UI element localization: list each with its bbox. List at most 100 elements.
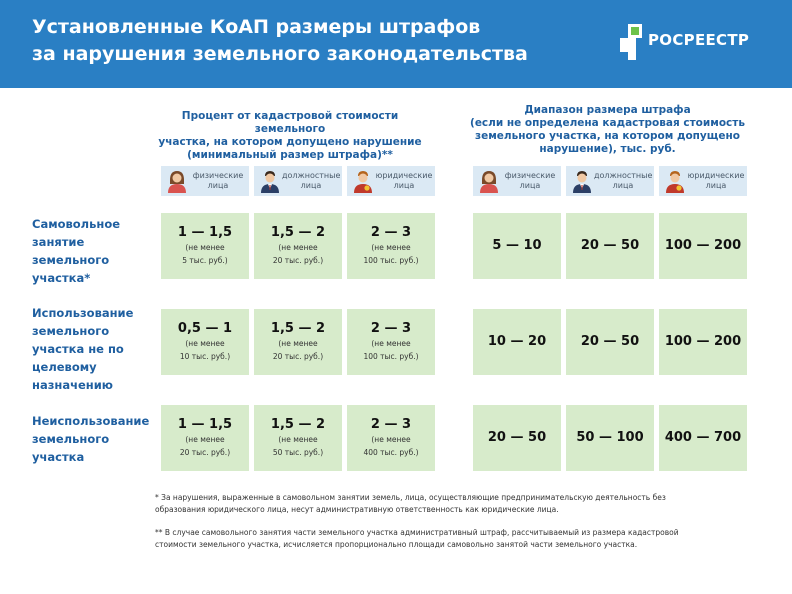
fine-percent-cell: 0,5 — 1 (не менее 10 тыс. руб.) [161,309,249,375]
person-label: должностные [594,171,653,180]
fine-min-note: (не менее [185,243,225,252]
fine-range-value: 50 — 100 [576,430,644,445]
footnote-line: образования юридического лица, несут адм… [155,504,559,514]
fine-min-note: 20 тыс. руб.) [179,448,231,457]
person-header-official: должностные лица [566,166,654,196]
person-label: физические [192,171,244,180]
fine-percent-cell: 1 — 1,5 (не менее 5 тыс. руб.) [161,213,249,279]
fine-range-value: 20 — 50 [487,430,547,445]
footnote-line: ** В случае самовольного занятия части з… [155,528,679,537]
fine-percent-cell: 2 — 3 (не менее 100 тыс. руб.) [347,309,435,375]
range-column-heading: Диапазон размера штрафа (если не определ… [470,104,745,156]
fine-min-note: (не менее [278,243,318,252]
page-title: Установленные КоАП размеры штрафов за на… [32,14,592,68]
row-label-line: земельного [32,253,110,267]
fine-range-value: 20 — 50 [580,238,640,253]
row-label-line: целевому [32,360,97,374]
fine-percent-value: 1,5 — 2 [270,225,326,240]
row-label-line: участка* [32,271,91,285]
title-line-1: Установленные КоАП размеры штрафов [32,16,481,38]
row-label-misuse: Использование земельного участка не по ц… [32,304,152,394]
fine-range-value: 20 — 50 [580,334,640,349]
fine-range-value: 100 — 200 [664,334,742,349]
fine-percent-value: 2 — 3 [370,417,412,432]
row-label-line: занятие [32,235,85,249]
fine-min-note: 20 тыс. руб.) [272,256,324,265]
fine-min-note: 5 тыс. руб.) [182,256,228,265]
fine-min-note: 400 тыс. руб.) [363,448,419,457]
fine-percent-value: 2 — 3 [370,225,412,240]
fine-min-note: (не менее [185,435,225,444]
row-label-line: земельного [32,432,110,446]
fine-min-note: (не менее [278,435,318,444]
woman-avatar-icon [168,171,186,193]
heading-line: нарушение), тыс. руб. [539,143,676,155]
man-in-suit-avatar-icon [261,171,279,193]
footnote-2: ** В случае самовольного занятия части з… [155,527,755,550]
percent-column-heading: Процент от кадастровой стоимости земельн… [155,110,425,162]
row-label-non-use: Неиспользование земельного участка [32,412,152,466]
row-label-line: Неиспользование [32,414,150,428]
heading-line: (минимальный размер штрафа)** [187,149,393,161]
heading-line: земельного участка, на котором допущено [475,130,740,142]
fine-min-note: (не менее [185,339,225,348]
fine-range-value: 10 — 20 [487,334,547,349]
fine-min-note: 20 тыс. руб.) [272,352,324,361]
heading-line: Процент от кадастровой стоимости земельн… [181,110,399,135]
fine-range-cell: 20 — 50 [566,309,654,375]
fine-range-cell: 50 — 100 [566,405,654,471]
fine-min-note: 100 тыс. руб.) [363,256,419,265]
person-label: лица [519,181,541,190]
footnote-1: * За нарушения, выраженные в самовольном… [155,492,755,515]
fine-percent-value: 1 — 1,5 [177,417,233,432]
rosreestr-logo: РОСРЕЕСТР [618,22,778,62]
fine-range-cell: 20 — 50 [566,213,654,279]
row-label-line: Использование [32,306,134,320]
person-label: юридические [375,171,433,180]
person-header-individual: физические лица [161,166,249,196]
fine-min-note: (не менее [371,339,411,348]
fine-percent-cell: 2 — 3 (не менее 400 тыс. руб.) [347,405,435,471]
fine-range-cell: 100 — 200 [659,213,747,279]
person-header-legal: юридические лица [347,166,435,196]
person-label: юридические [687,171,745,180]
fine-percent-value: 1 — 1,5 [177,225,233,240]
fine-min-note: (не менее [278,339,318,348]
fine-percent-value: 0,5 — 1 [177,321,233,336]
logo-text: РОСРЕЕСТР [648,31,750,49]
man-with-medal-avatar-icon [354,171,372,193]
footnote-line: стоимости земельного участка, исчисляетс… [155,539,638,549]
footnote-line: * За нарушения, выраженные в самовольном… [155,493,666,502]
person-label: лица [207,181,229,190]
fine-range-cell: 100 — 200 [659,309,747,375]
fine-percent-value: 1,5 — 2 [270,417,326,432]
row-label-line: участка не по [32,342,124,356]
fine-percent-cell: 2 — 3 (не менее 100 тыс. руб.) [347,213,435,279]
fine-percent-cell: 1,5 — 2 (не менее 50 тыс. руб.) [254,405,342,471]
fine-min-note: 50 тыс. руб.) [272,448,324,457]
fine-percent-value: 1,5 — 2 [270,321,326,336]
fine-range-value: 100 — 200 [664,238,742,253]
person-label: физические [504,171,556,180]
row-label-line: участка [32,450,85,464]
fine-percent-cell: 1,5 — 2 (не менее 20 тыс. руб.) [254,213,342,279]
fine-range-value: 5 — 10 [492,238,542,253]
fine-min-note: 10 тыс. руб.) [179,352,231,361]
row-label-line: земельного [32,324,110,338]
person-label: лица [300,181,322,190]
fine-range-value: 400 — 700 [664,430,742,445]
heading-line: участка, на котором допущено нарушение [158,136,422,148]
fine-min-note: (не менее [371,435,411,444]
person-label: лица [705,181,727,190]
man-in-suit-avatar-icon [573,171,591,193]
footnotes: * За нарушения, выраженные в самовольном… [155,492,755,562]
fine-percent-value: 2 — 3 [370,321,412,336]
person-label: лица [612,181,634,190]
person-header-official: должностные лица [254,166,342,196]
fine-min-note: 100 тыс. руб.) [363,352,419,361]
row-label-unauthorized-occupation: Самовольное занятие земельного участка* [32,215,152,287]
person-header-legal: юридические лица [659,166,747,196]
fine-range-cell: 400 — 700 [659,405,747,471]
fine-range-cell: 20 — 50 [473,405,561,471]
heading-line: Диапазон размера штрафа [524,104,691,116]
